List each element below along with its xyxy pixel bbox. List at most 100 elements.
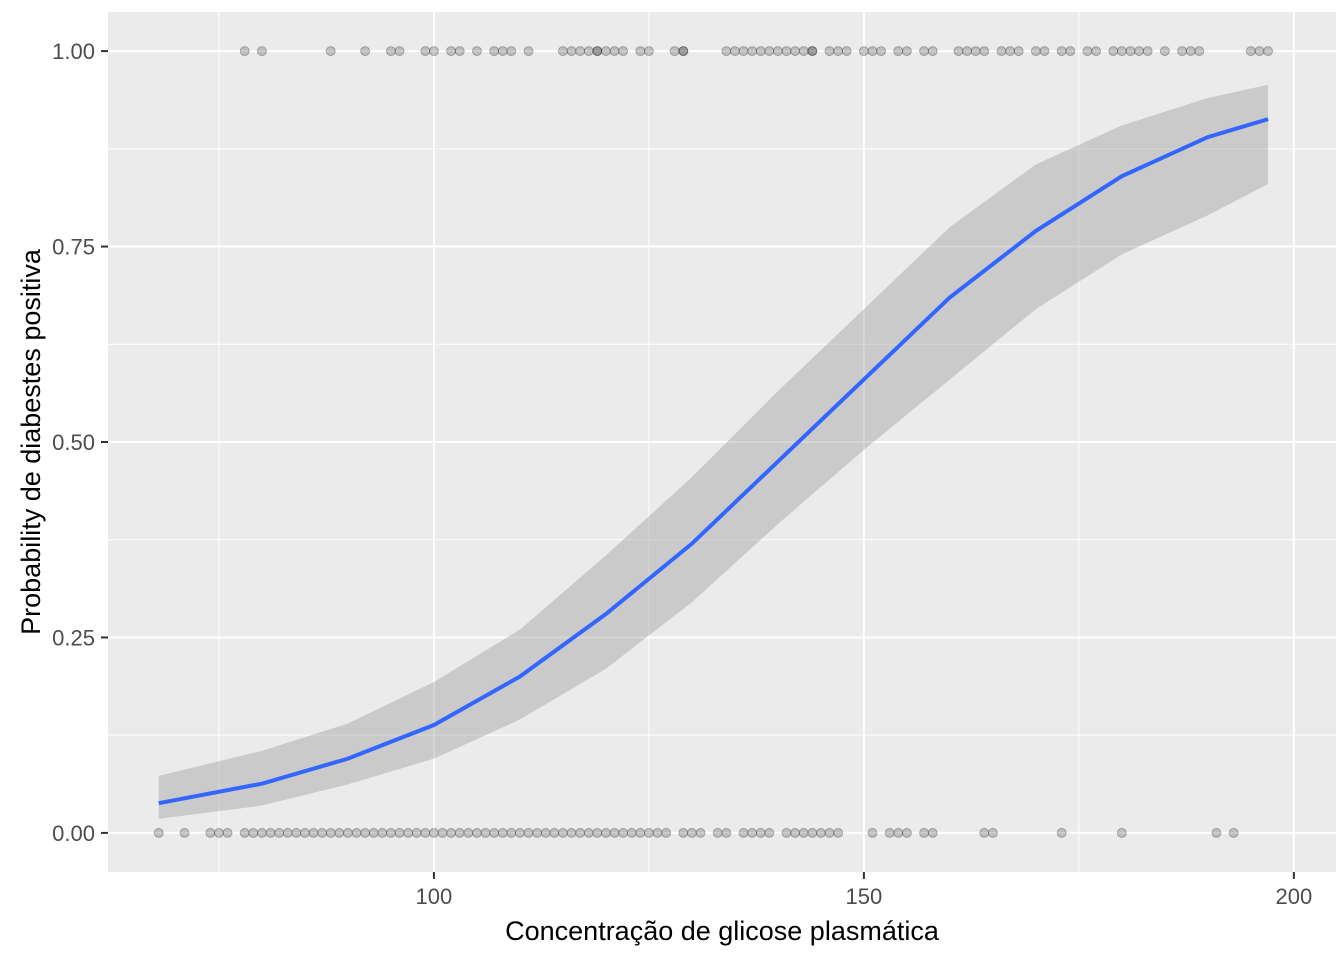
- data-point-negative: [686, 827, 697, 838]
- x-tick-label: 200: [1276, 884, 1313, 909]
- x-tick-label: 150: [846, 884, 883, 909]
- data-point-negative: [480, 827, 491, 838]
- data-point-negative: [377, 827, 388, 838]
- data-point-positive: [592, 46, 603, 57]
- data-point-positive: [807, 46, 818, 57]
- data-point-negative: [514, 827, 525, 838]
- data-point-positive: [566, 46, 577, 57]
- data-point-positive: [798, 46, 809, 57]
- data-point-negative: [833, 827, 844, 838]
- data-point-negative: [239, 827, 250, 838]
- data-point-negative: [1211, 827, 1222, 838]
- x-axis-ticks: 100 150 200: [416, 872, 1313, 909]
- data-point-positive: [1091, 46, 1102, 57]
- data-point-negative: [540, 827, 551, 838]
- y-axis-ticks: 0.00 0.25 0.50 0.75 1.00: [52, 39, 108, 846]
- data-point-positive: [824, 46, 835, 57]
- data-point-negative: [437, 827, 448, 838]
- data-point-negative: [592, 827, 603, 838]
- data-point-negative: [446, 827, 457, 838]
- data-point-negative: [884, 827, 895, 838]
- data-point-positive: [592, 46, 603, 57]
- y-tick-label: 1.00: [52, 39, 95, 64]
- data-point-positive: [1134, 46, 1145, 57]
- data-point-negative: [248, 827, 259, 838]
- data-point-positive: [1116, 46, 1127, 57]
- data-point-positive: [428, 46, 439, 57]
- data-point-positive: [876, 46, 887, 57]
- data-point-negative: [351, 827, 362, 838]
- data-point-positive: [1125, 46, 1136, 57]
- data-point-positive: [643, 46, 654, 57]
- data-point-negative: [394, 827, 405, 838]
- data-point-positive: [454, 46, 465, 57]
- data-point-positive: [489, 46, 500, 57]
- data-point-positive: [446, 46, 457, 57]
- data-point-positive: [807, 46, 818, 57]
- data-point-negative: [497, 827, 508, 838]
- data-point-negative: [566, 827, 577, 838]
- data-point-negative: [721, 827, 732, 838]
- data-point-positive: [764, 46, 775, 57]
- data-point-positive: [583, 46, 594, 57]
- data-point-negative: [334, 827, 345, 838]
- data-point-positive: [1254, 46, 1265, 57]
- data-point-negative: [600, 827, 611, 838]
- data-point-negative: [661, 827, 672, 838]
- data-point-positive: [678, 46, 689, 57]
- data-point-positive: [256, 46, 267, 57]
- data-point-positive: [1177, 46, 1188, 57]
- data-point-positive: [1142, 46, 1153, 57]
- data-point-negative: [824, 827, 835, 838]
- y-tick-label: 0.00: [52, 821, 95, 846]
- data-point-positive: [1082, 46, 1093, 57]
- data-point-positive: [325, 46, 336, 57]
- data-point-positive: [979, 46, 990, 57]
- data-point-positive: [600, 46, 611, 57]
- data-point-positive: [1245, 46, 1256, 57]
- data-point-negative: [403, 827, 414, 838]
- data-point-positive: [360, 46, 371, 57]
- data-point-negative: [979, 827, 990, 838]
- data-point-positive: [1194, 46, 1205, 57]
- data-point-negative: [695, 827, 706, 838]
- data-point-negative: [678, 827, 689, 838]
- data-point-negative: [1056, 827, 1067, 838]
- data-point-positive: [953, 46, 964, 57]
- data-point-negative: [635, 827, 646, 838]
- data-point-positive: [1030, 46, 1041, 57]
- y-tick-label: 0.50: [52, 430, 95, 455]
- data-point-negative: [1228, 827, 1239, 838]
- data-point-negative: [652, 827, 663, 838]
- data-point-positive: [1005, 46, 1016, 57]
- data-point-negative: [807, 827, 818, 838]
- data-point-negative: [325, 827, 336, 838]
- data-point-negative: [867, 827, 878, 838]
- data-point-positive: [420, 46, 431, 57]
- data-point-negative: [342, 827, 353, 838]
- data-point-negative: [626, 827, 637, 838]
- data-point-negative: [265, 827, 276, 838]
- data-point-negative: [471, 827, 482, 838]
- data-point-positive: [729, 46, 740, 57]
- data-point-positive: [755, 46, 766, 57]
- data-point-negative: [755, 827, 766, 838]
- data-points: [153, 46, 1274, 838]
- data-point-negative: [256, 827, 267, 838]
- x-axis-label: Concentração de glicose plasmática: [505, 916, 940, 946]
- data-point-positive: [1056, 46, 1067, 57]
- data-point-positive: [833, 46, 844, 57]
- data-point-negative: [291, 827, 302, 838]
- data-point-negative: [643, 827, 654, 838]
- data-point-positive: [1185, 46, 1196, 57]
- data-point-positive: [471, 46, 482, 57]
- data-point-negative: [506, 827, 517, 838]
- data-point-positive: [893, 46, 904, 57]
- data-point-positive: [497, 46, 508, 57]
- data-point-positive: [919, 46, 930, 57]
- data-point-positive: [772, 46, 783, 57]
- data-point-positive: [635, 46, 646, 57]
- y-tick-label: 0.25: [52, 625, 95, 650]
- data-point-positive: [618, 46, 629, 57]
- data-point-negative: [987, 827, 998, 838]
